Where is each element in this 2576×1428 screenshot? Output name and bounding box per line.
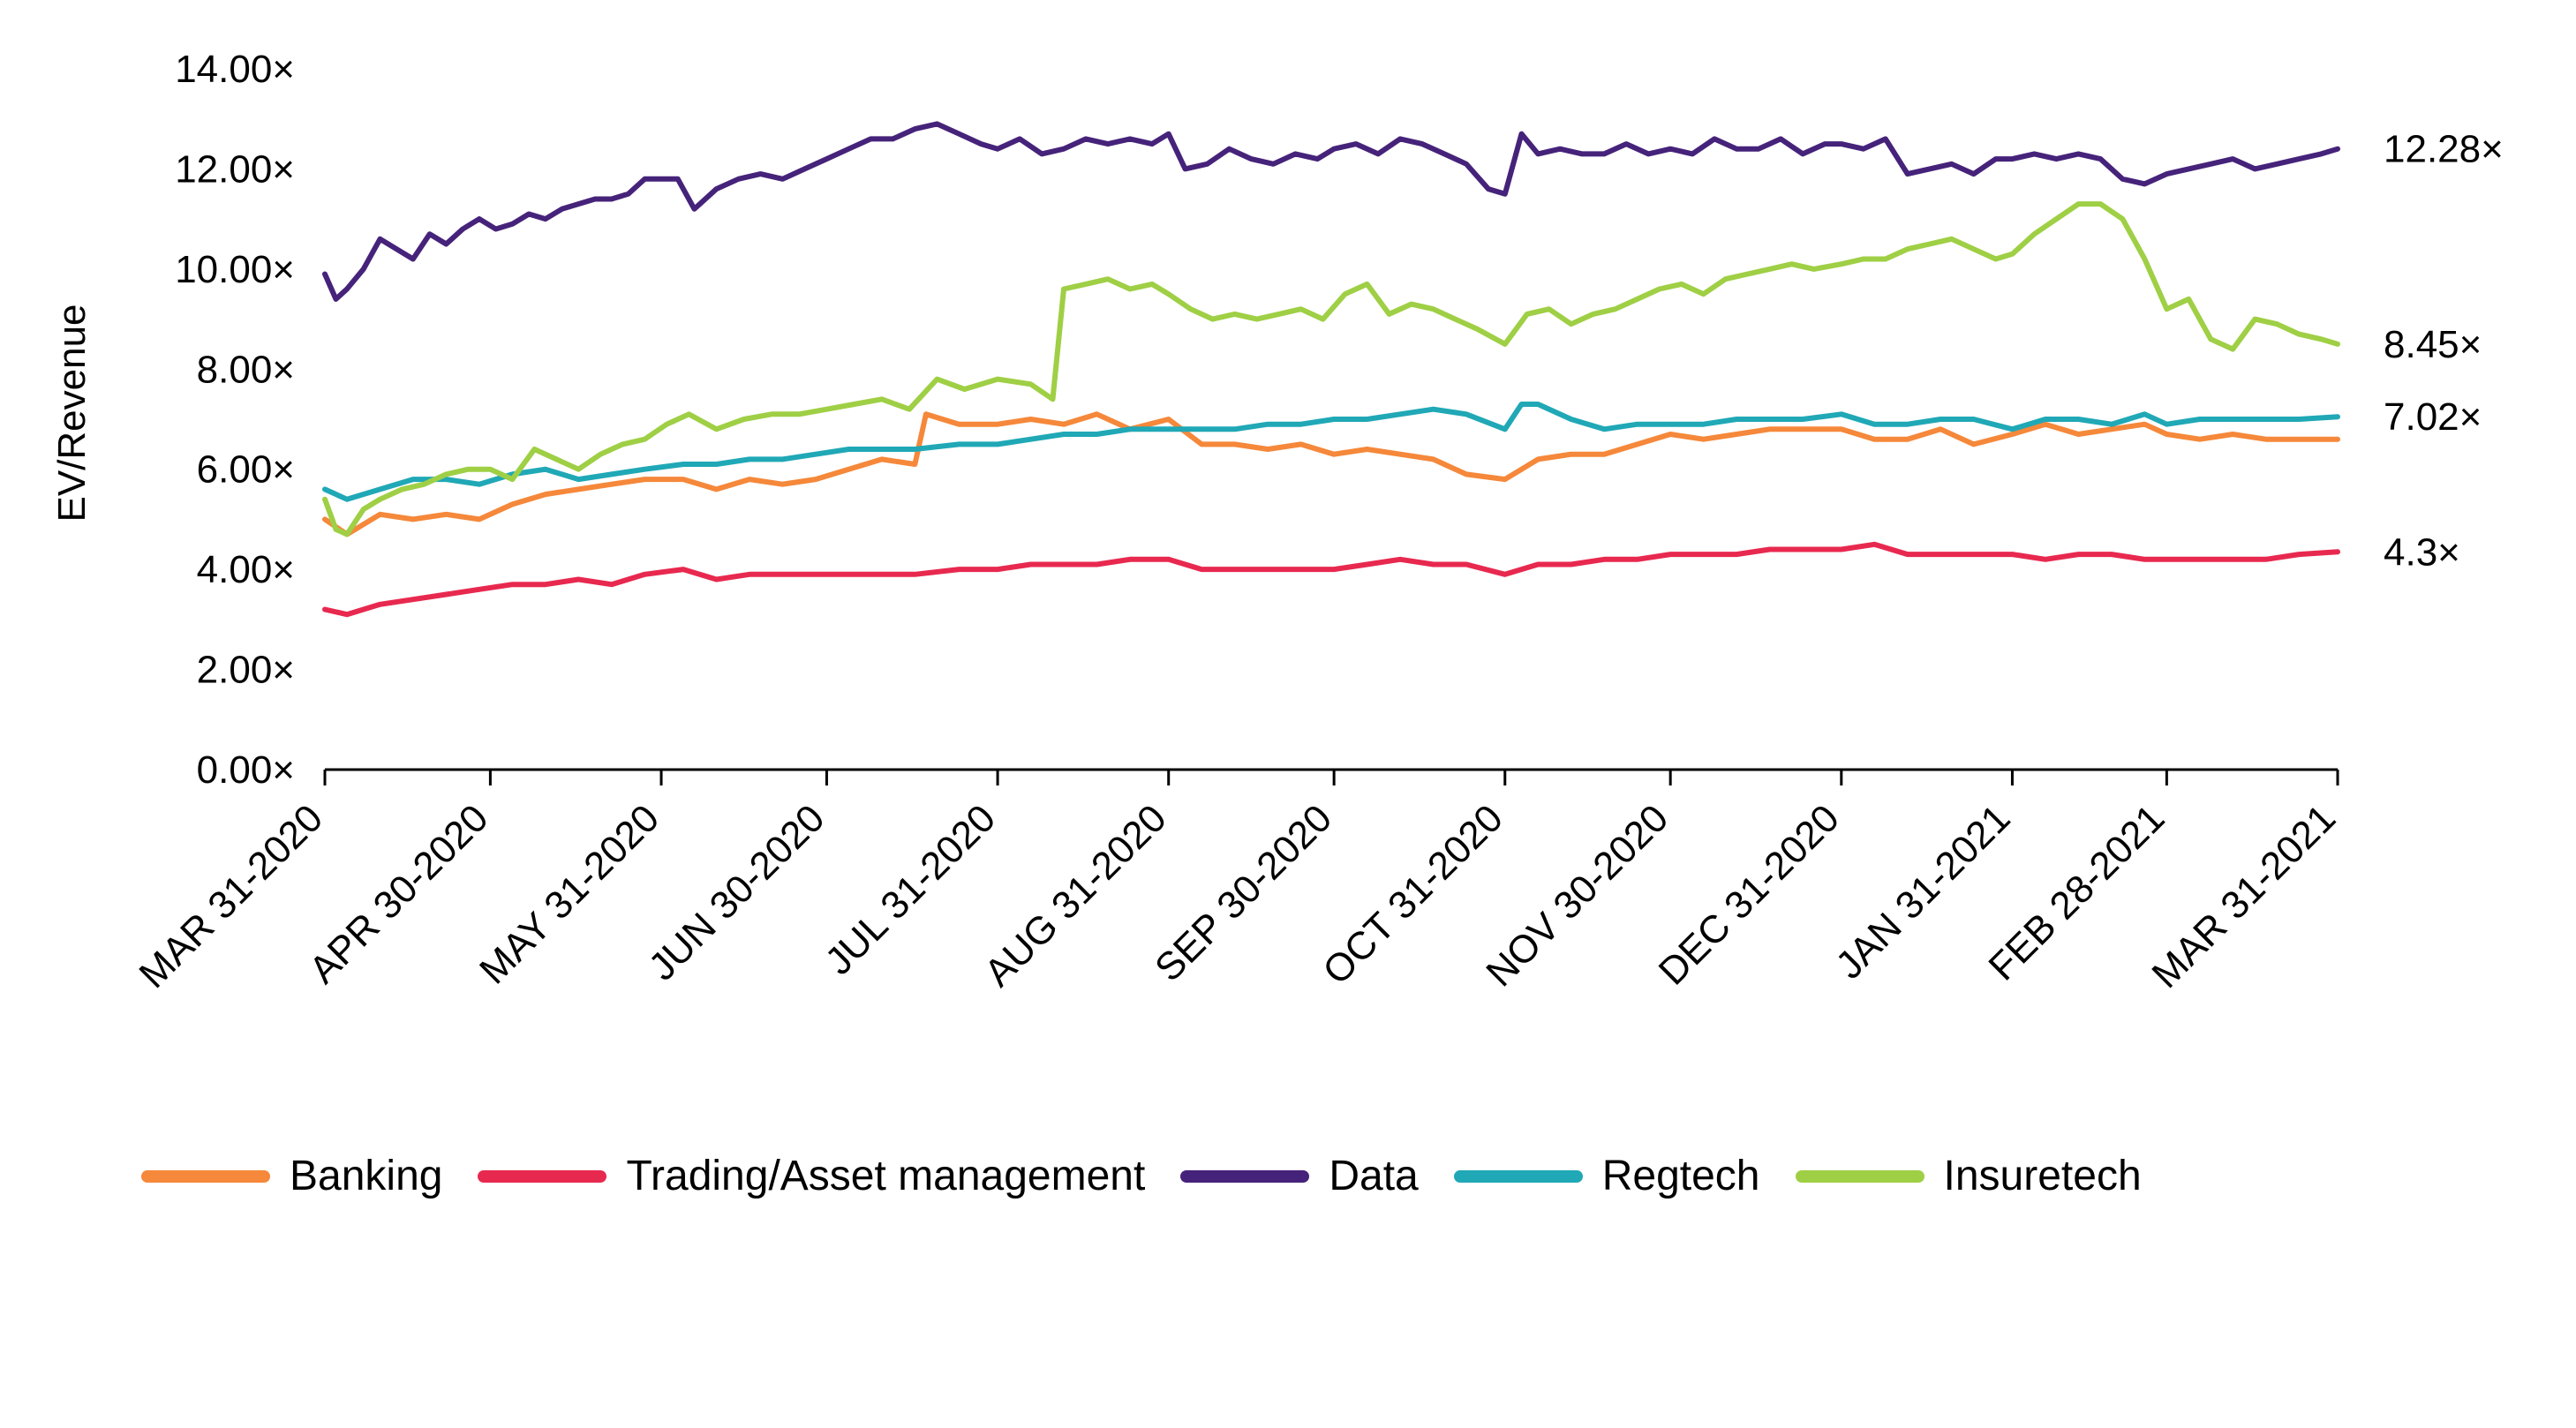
legend-swatch <box>1795 1169 1924 1183</box>
legend-swatch <box>1453 1169 1583 1183</box>
y-tick-label: 2.00× <box>197 649 295 692</box>
legend-item: Regtech <box>1453 1152 1760 1200</box>
legend-swatch <box>478 1169 607 1183</box>
x-tick-label: SEP 30-2020 <box>1147 796 1340 989</box>
x-tick-label: MAR 31-2020 <box>131 796 331 996</box>
series-line-data <box>322 121 2340 302</box>
y-axis: 0.00× 2.00× 4.00× 6.00× 8.00× 10.00× 12.00× 14.… <box>175 48 295 792</box>
x-tick-label: DEC 31-2020 <box>1651 796 1848 993</box>
legend-label: Banking <box>290 1153 443 1199</box>
y-tick-label: 4.00× <box>197 548 295 591</box>
series-line-insuretech <box>322 201 2340 537</box>
x-tick-label: JUN 30-2020 <box>641 796 833 988</box>
series-line-banking <box>322 411 2340 537</box>
end-labels: 4.3× 12.28× 7.02× 8.45× <box>2384 128 2504 575</box>
legend-item: Banking <box>141 1152 442 1200</box>
y-tick-label: 6.00× <box>197 448 295 492</box>
legend-swatch <box>1180 1169 1310 1183</box>
y-axis-label: EV/Revenue <box>50 304 94 522</box>
legend: Banking Trading/Asset management Data Regte… <box>141 1152 2177 1200</box>
end-value-label: 8.45× <box>2384 323 2482 366</box>
end-value-label: 7.02× <box>2384 395 2482 439</box>
series-line-regtech <box>322 402 2340 502</box>
y-tick-label: 0.00× <box>197 748 295 792</box>
legend-item: Data <box>1180 1152 1419 1200</box>
legend-label: Data <box>1329 1153 1419 1199</box>
x-tick-label: MAR 31-2021 <box>2143 796 2344 996</box>
y-tick-label: 12.00× <box>175 147 295 191</box>
series-line-trading-asset-management <box>322 541 2340 618</box>
end-value-label: 12.28× <box>2384 128 2504 171</box>
legend-label: Trading/Asset management <box>626 1153 1146 1199</box>
series-lines <box>322 121 2340 618</box>
y-tick-label: 14.00× <box>175 48 295 91</box>
x-tick-label: APR 30-2020 <box>301 796 496 991</box>
x-tick-label: JUL 31-2020 <box>817 796 1004 983</box>
legend-swatch <box>141 1169 270 1183</box>
legend-item: Trading/Asset management <box>478 1152 1145 1200</box>
legend-label: Regtech <box>1601 1153 1760 1199</box>
end-value-label: 4.3× <box>2384 530 2460 574</box>
legend-label: Insuretech <box>1943 1153 2142 1199</box>
legend-item: Insuretech <box>1795 1152 2142 1200</box>
line-chart: EV/Revenue 0.00× 2.00× 4.00× 6.00× 8.00× 10.0… <box>50 48 2504 996</box>
y-tick-label: 10.00× <box>175 248 295 291</box>
x-tick-label: MAY 31-2020 <box>471 796 667 992</box>
x-tick-label: AUG 31-2020 <box>976 796 1175 995</box>
y-tick-label: 8.00× <box>197 348 295 391</box>
